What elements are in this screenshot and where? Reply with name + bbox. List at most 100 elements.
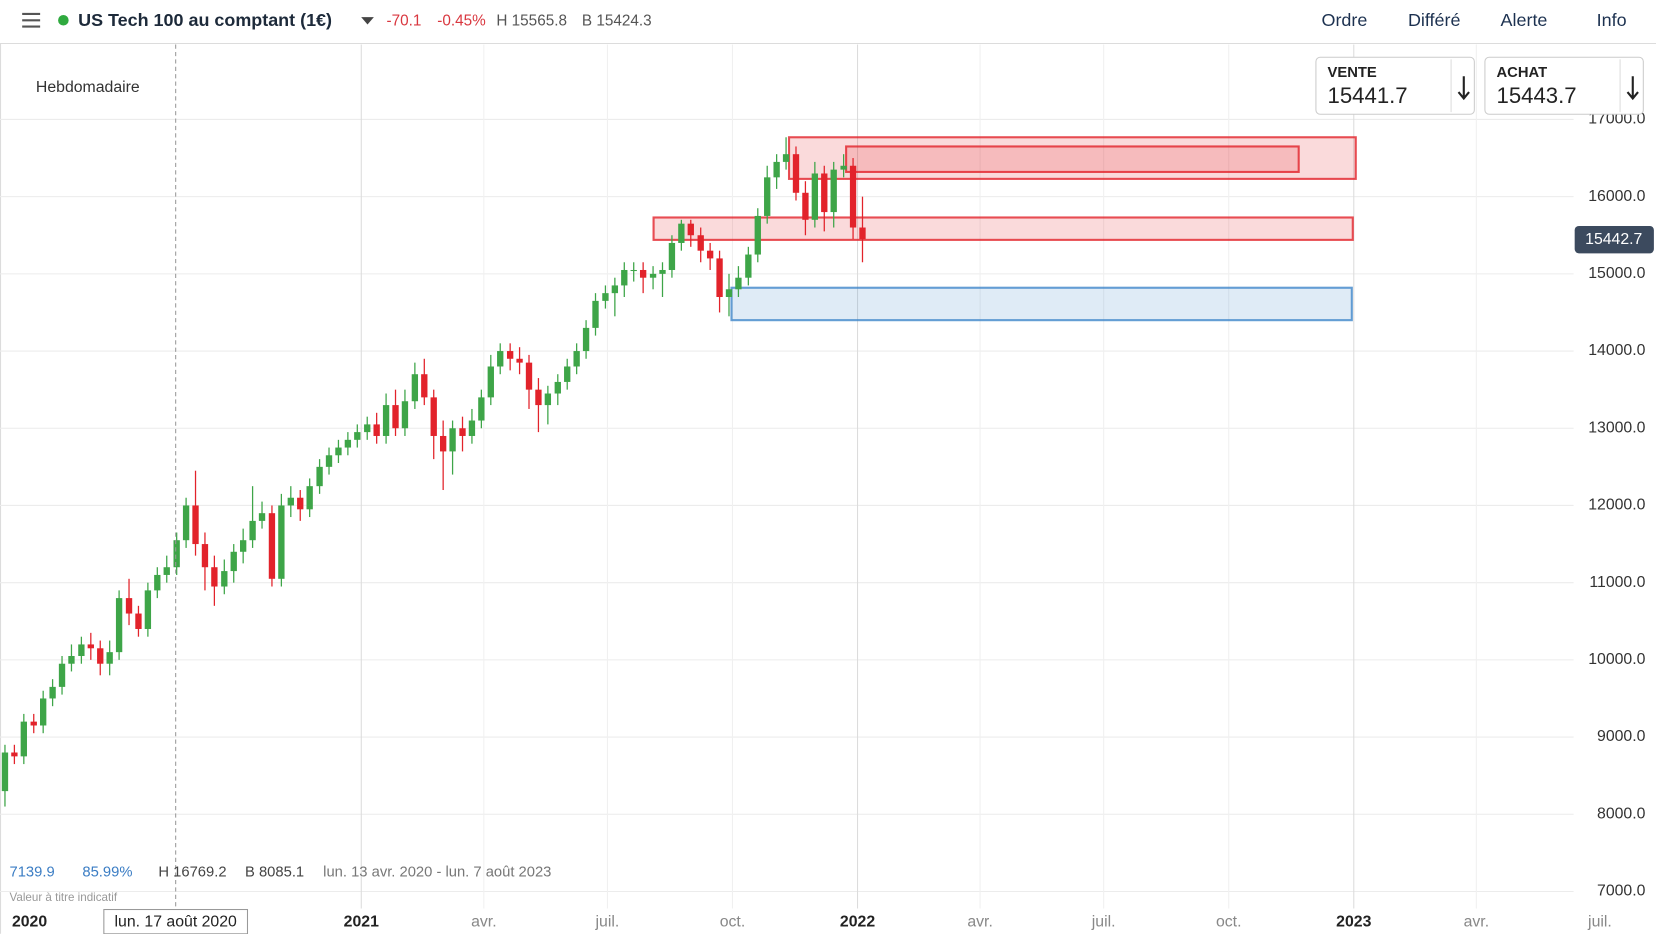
candle-body <box>554 381 561 394</box>
candle-body <box>439 435 447 452</box>
candle-body <box>859 227 866 240</box>
candle-body <box>287 497 294 506</box>
x-tick-label: 2023 <box>1336 913 1371 930</box>
x-tick-label: avr. <box>1464 913 1490 930</box>
candle-body <box>87 644 94 649</box>
candle-body <box>306 486 313 510</box>
candle-body <box>344 439 352 448</box>
candle-body <box>97 648 104 664</box>
candle-body <box>506 351 514 359</box>
candle-body <box>821 173 828 213</box>
y-tick-label: 12000.0 <box>1588 497 1645 514</box>
candle-body <box>782 154 790 162</box>
stat: B 8085.1 <box>245 864 304 880</box>
y-tick-label: 7000.0 <box>1597 883 1646 900</box>
dropdown-icon[interactable] <box>361 17 374 25</box>
candle-body <box>392 405 399 429</box>
candle-body <box>592 300 599 328</box>
candle-body <box>335 447 342 456</box>
candle-body <box>687 223 694 236</box>
stat: lun. 13 avr. 2020 - lun. 7 août 2023 <box>323 864 551 880</box>
candle-body <box>211 567 218 587</box>
menu-icon[interactable] <box>22 12 41 28</box>
y-tick-label: 14000.0 <box>1588 342 1645 359</box>
menu-deferred[interactable]: Différé <box>1408 10 1461 30</box>
candle-body <box>449 428 456 452</box>
candle-body <box>582 327 590 352</box>
candle-body <box>20 721 27 757</box>
instrument-name[interactable]: US Tech 100 au comptant (1€) <box>78 10 332 30</box>
candle-body <box>544 393 552 406</box>
candle-body <box>630 269 637 272</box>
candle-body <box>40 698 47 726</box>
candle-body <box>792 154 800 193</box>
y-tick-label: 9000.0 <box>1597 728 1646 745</box>
candle-body <box>611 285 619 294</box>
menu-info[interactable]: Info <box>1597 10 1627 30</box>
candle-body <box>621 269 628 286</box>
timeframe[interactable]: Hebdomadaire <box>36 79 140 96</box>
menu-alert[interactable]: Alerte <box>1501 10 1548 30</box>
arrow-icon <box>1626 76 1639 101</box>
y-tick-label: 16000.0 <box>1588 188 1645 205</box>
x-tick-label: juil. <box>1587 913 1612 930</box>
candle-body <box>830 169 837 213</box>
y-tick-label: 15000.0 <box>1588 265 1645 282</box>
candle-body <box>468 420 476 436</box>
candle-body <box>354 432 361 440</box>
candle-body <box>115 598 123 653</box>
candle-body <box>849 165 857 228</box>
arrow-icon <box>1457 76 1470 101</box>
candle-body <box>192 505 199 545</box>
stat: 85.99% <box>82 864 132 880</box>
y-tick-label: 17000.0 <box>1588 111 1645 128</box>
candle-body <box>564 366 571 382</box>
menu-order[interactable]: Ordre <box>1322 10 1368 30</box>
candle-body <box>535 389 542 406</box>
candle-body <box>373 424 380 436</box>
candle-body <box>258 513 266 521</box>
candle-body <box>516 358 523 363</box>
last-price-label: 15442.7 <box>1585 231 1642 248</box>
change: -70.1 <box>387 12 422 29</box>
candle-body <box>316 466 323 487</box>
candle-body <box>78 644 85 657</box>
candle-body <box>325 455 333 467</box>
candle-body <box>221 571 228 587</box>
session-low: B 15424.3 <box>582 12 652 29</box>
candle-body <box>11 752 18 757</box>
candle-body <box>49 686 56 699</box>
candle-body <box>268 513 276 579</box>
buy-box[interactable]: ACHAT 15443.7 <box>1484 56 1644 115</box>
candle-body <box>58 663 66 687</box>
x-tick-label: avr. <box>967 913 993 930</box>
candle-body <box>163 567 170 575</box>
candle-body <box>401 401 409 429</box>
x-tick-label: oct. <box>1216 913 1242 930</box>
candle-body <box>459 428 466 436</box>
x-tick-label: oct. <box>720 913 746 930</box>
candle-body <box>411 374 419 402</box>
sell-box[interactable]: VENTE 15441.7 <box>1315 56 1475 115</box>
candle-body <box>678 223 685 243</box>
quote-price: 15441.7 <box>1328 83 1408 108</box>
candle-body <box>230 551 237 572</box>
candle-body <box>430 397 437 436</box>
candle-body <box>716 258 723 298</box>
plot: 7000.0 8000.0 9000.0 10000.0 11000.0 12000.0 1… <box>0 44 1654 934</box>
zone <box>730 286 1353 322</box>
candle-body <box>135 613 142 629</box>
quote-label: VENTE <box>1328 65 1377 81</box>
y-tick-label: 10000.0 <box>1588 651 1645 668</box>
candle-body <box>840 165 847 170</box>
stat: 7139.9 <box>10 864 55 880</box>
candle-body <box>659 269 666 274</box>
candle-body <box>154 574 161 591</box>
quote-label: ACHAT <box>1497 65 1548 81</box>
crosshair-label-box <box>103 908 249 934</box>
candle-body <box>144 590 152 629</box>
candle-body <box>573 351 580 367</box>
